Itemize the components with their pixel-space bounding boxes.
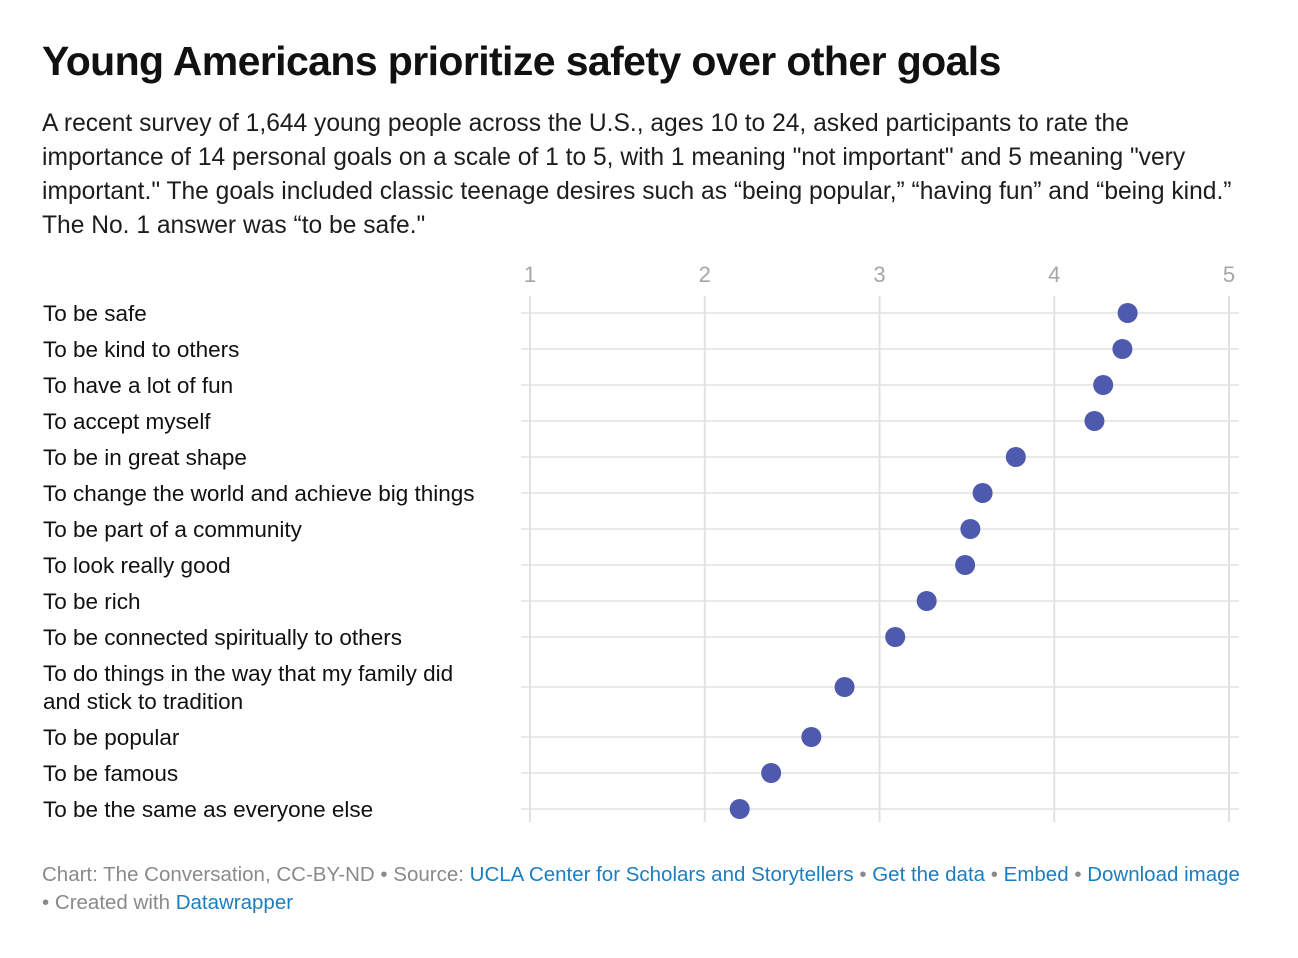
separator: •	[380, 863, 388, 886]
x-tick-label: 3	[873, 262, 885, 287]
category-label: To be safe	[43, 301, 147, 326]
source-label: Source:	[393, 863, 464, 886]
data-point	[1112, 339, 1133, 359]
category-label: To change the world and achieve big thin…	[43, 481, 475, 506]
data-point	[1117, 303, 1138, 323]
grid	[521, 296, 1239, 822]
separator: •	[990, 863, 998, 886]
datawrapper-link[interactable]: Datawrapper	[175, 891, 294, 914]
category-label: To accept myself	[43, 409, 211, 434]
get-data-link[interactable]: Get the data	[872, 863, 986, 886]
category-label: To have a lot of fun	[43, 373, 233, 398]
category-label: To be famous	[43, 761, 178, 786]
data-point	[1005, 447, 1026, 467]
created-with-label: Created with	[54, 891, 170, 914]
dot-plot: 1 2 3 4 5 To be safe To be kind to others To h…	[43, 262, 1239, 822]
data-point	[916, 591, 937, 611]
x-tick-label: 5	[1223, 262, 1235, 287]
chart-subtitle: A recent survey of 1,644 young people ac…	[42, 110, 1232, 239]
source-link[interactable]: UCLA Center for Scholars and Storyteller…	[469, 863, 854, 886]
category-label: To be kind to others	[43, 337, 239, 362]
category-label: To be popular	[43, 725, 180, 750]
category-label: To be in great shape	[43, 445, 247, 470]
category-label: To be connected spiritually to others	[43, 625, 402, 650]
category-label: To be the same as everyone else	[43, 797, 373, 822]
download-image-link[interactable]: Download image	[1087, 863, 1240, 886]
category-label: To be part of a community	[43, 517, 303, 542]
separator: •	[859, 863, 867, 886]
chart-title: Young Americans prioritize safety over o…	[42, 38, 1001, 84]
embed-link[interactable]: Embed	[1003, 863, 1069, 886]
chart-footer: Chart: The Conversation, CC-BY-ND • Sour…	[42, 861, 1252, 917]
data-point	[834, 677, 855, 697]
category-label: To be rich	[43, 589, 141, 614]
x-tick-label: 1	[524, 262, 536, 287]
category-label: To look really good	[43, 553, 231, 578]
data-point	[955, 555, 976, 575]
separator: •	[1074, 863, 1082, 886]
data-point	[972, 483, 993, 503]
x-tick-label: 2	[699, 262, 711, 287]
chart-credit: Chart: The Conversation, CC-BY-ND	[42, 863, 375, 886]
data-point	[1084, 411, 1105, 431]
data-points	[729, 303, 1138, 819]
x-axis-ticks: 1 2 3 4 5	[524, 262, 1235, 287]
data-point	[761, 763, 782, 783]
category-label: To do things in the way that my family d…	[43, 661, 453, 714]
x-tick-label: 4	[1048, 262, 1060, 287]
data-point	[1093, 375, 1114, 395]
data-point	[729, 799, 750, 819]
separator: •	[42, 891, 50, 914]
data-point	[801, 727, 822, 747]
data-point	[885, 627, 906, 647]
data-point	[960, 519, 981, 539]
category-labels: To be safe To be kind to others To have a …	[43, 301, 475, 822]
